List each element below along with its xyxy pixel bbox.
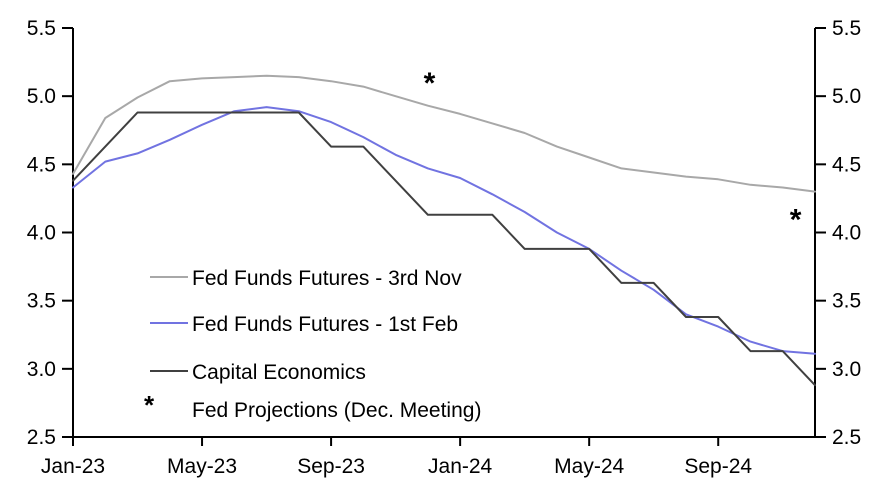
y-tick-label-left: 3.5 bbox=[27, 290, 56, 313]
y-tick-label-left: 3.0 bbox=[27, 358, 56, 381]
series-line-3 bbox=[72, 111, 816, 387]
legend-asterisk: * bbox=[144, 390, 155, 420]
y-tick-label-right: 2.5 bbox=[832, 426, 861, 449]
y-tick-label-right: 3.0 bbox=[832, 358, 861, 381]
y-tick-label-right: 3.5 bbox=[832, 290, 861, 313]
x-tick-label: Sep-23 bbox=[297, 455, 365, 478]
x-tick-label: May-24 bbox=[554, 455, 624, 478]
x-tick-label: Jan-24 bbox=[428, 455, 493, 478]
y-tick-label-right: 5.0 bbox=[832, 85, 861, 108]
y-tick-label-left: 4.0 bbox=[27, 222, 56, 245]
legend-label-4: Fed Projections (Dec. Meeting) bbox=[192, 399, 481, 422]
y-tick-label-left: 2.5 bbox=[27, 426, 56, 449]
y-tick-label-left: 4.5 bbox=[27, 153, 56, 176]
y-tick-label-right: 4.0 bbox=[832, 222, 861, 245]
y-tick-label-right: 4.5 bbox=[832, 153, 861, 176]
y-tick-label-left: 5.0 bbox=[27, 85, 56, 108]
legend-label-3: Capital Economics bbox=[192, 361, 366, 384]
fed-projection-marker: * bbox=[790, 203, 802, 236]
series-line-1 bbox=[72, 74, 816, 193]
legend-label-1: Fed Funds Futures - 3rd Nov bbox=[192, 267, 462, 290]
x-tick-label: May-23 bbox=[167, 455, 237, 478]
legend-label-2: Fed Funds Futures - 1st Feb bbox=[192, 313, 458, 336]
y-tick-label-left: 5.5 bbox=[27, 17, 56, 40]
y-tick-label-right: 5.5 bbox=[832, 17, 861, 40]
fed-projection-marker: * bbox=[424, 67, 436, 100]
x-tick-label: Sep-24 bbox=[684, 455, 752, 478]
x-tick-label: Jan-23 bbox=[41, 455, 105, 478]
